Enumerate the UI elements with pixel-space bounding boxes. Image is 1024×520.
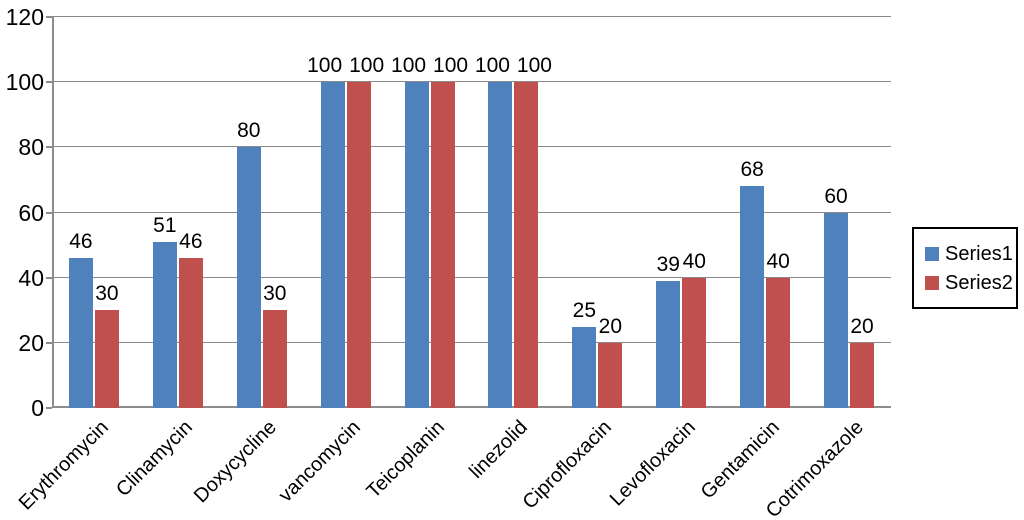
bar-series2-clinamycin bbox=[178, 258, 203, 408]
bar-series2-erythromycin bbox=[94, 310, 119, 408]
value-label-series2-levofloxacin: 40 bbox=[682, 249, 706, 273]
bar-series1-doxycycline bbox=[236, 147, 261, 408]
bar-series1-cotrimoxazole bbox=[824, 212, 849, 408]
y-tick-100 bbox=[46, 81, 52, 84]
series2-swatch bbox=[925, 275, 939, 290]
gridline-100 bbox=[52, 81, 891, 83]
value-label-series1-clinamycin: 51 bbox=[153, 213, 177, 237]
bar-series2-ciprofloxacin bbox=[598, 342, 623, 408]
bar-series2-linezolid bbox=[514, 82, 539, 408]
plot-area bbox=[46, 16, 891, 409]
gridline-40 bbox=[52, 276, 891, 278]
value-label-series1-vancomycin: 100 bbox=[307, 54, 343, 78]
value-label-series1-ciprofloxacin: 25 bbox=[572, 298, 597, 322]
y-tick-label-0: 0 bbox=[31, 395, 44, 421]
value-label-series2-ciprofloxacin: 20 bbox=[598, 314, 623, 338]
series1-label: Series1 bbox=[945, 242, 1013, 265]
bar-series1-ciprofloxacin bbox=[572, 326, 597, 408]
x-axis-line bbox=[52, 406, 891, 408]
y-tick-label-40: 40 bbox=[18, 264, 44, 291]
y-tick-120 bbox=[46, 16, 52, 18]
y-tick-0 bbox=[46, 407, 52, 409]
y-tick-80 bbox=[46, 146, 52, 149]
bar-series1-gentamicin bbox=[740, 186, 765, 408]
bar-series1-linezolid bbox=[488, 82, 513, 408]
bar-series2-levofloxacin bbox=[682, 277, 707, 408]
y-tick-60 bbox=[46, 211, 52, 214]
gridline-20 bbox=[52, 341, 891, 343]
legend-item-series1: Series1 bbox=[925, 239, 1016, 268]
y-tick-label-60: 60 bbox=[18, 199, 44, 226]
value-label-series2-teicoplanin: 100 bbox=[433, 54, 469, 78]
bar-series2-vancomycin bbox=[346, 82, 371, 408]
value-label-series1-erythromycin: 46 bbox=[69, 230, 93, 254]
bar-series1-vancomycin bbox=[320, 82, 345, 408]
value-label-series1-cotrimoxazole: 60 bbox=[824, 184, 848, 208]
y-axis-line bbox=[52, 17, 54, 408]
bar-series2-doxycycline bbox=[262, 310, 287, 408]
value-label-series2-linezolid: 100 bbox=[516, 54, 552, 78]
value-label-series2-clinamycin: 46 bbox=[179, 230, 203, 254]
y-tick-label-100: 100 bbox=[5, 69, 44, 96]
value-label-series2-cotrimoxazole: 20 bbox=[850, 314, 874, 338]
value-label-series1-linezolid: 100 bbox=[474, 54, 510, 78]
gridline-60 bbox=[52, 211, 891, 213]
value-label-series1-teicoplanin: 100 bbox=[391, 54, 427, 78]
gridline-80 bbox=[52, 146, 891, 148]
y-tick-label-20: 20 bbox=[18, 329, 44, 356]
bar-series2-teicoplanin bbox=[430, 82, 455, 408]
bar-series2-cotrimoxazole bbox=[850, 342, 875, 408]
legend: Series1 Series2 bbox=[912, 227, 1018, 309]
value-label-series2-vancomycin: 100 bbox=[349, 54, 385, 78]
bar-series1-teicoplanin bbox=[404, 82, 429, 408]
value-label-series2-doxycycline: 30 bbox=[263, 282, 287, 306]
bar-series1-clinamycin bbox=[152, 241, 177, 408]
value-label-series2-gentamicin: 40 bbox=[766, 249, 790, 273]
value-label-series1-levofloxacin: 39 bbox=[656, 252, 680, 276]
bar-series1-levofloxacin bbox=[656, 280, 681, 408]
y-tick-40 bbox=[46, 276, 52, 279]
value-label-series1-gentamicin: 68 bbox=[740, 158, 764, 182]
value-label-series2-erythromycin: 30 bbox=[95, 282, 119, 306]
bar-series2-gentamicin bbox=[766, 277, 791, 408]
y-tick-label-120: 120 bbox=[5, 4, 44, 30]
gridline-120 bbox=[52, 16, 891, 17]
y-tick-20 bbox=[46, 341, 52, 344]
series2-label: Series2 bbox=[945, 271, 1013, 294]
bar-series1-erythromycin bbox=[68, 258, 93, 408]
series1-swatch bbox=[925, 246, 939, 261]
y-tick-label-80: 80 bbox=[18, 134, 44, 161]
value-label-series1-doxycycline: 80 bbox=[237, 119, 261, 143]
legend-item-series2: Series2 bbox=[925, 268, 1016, 297]
